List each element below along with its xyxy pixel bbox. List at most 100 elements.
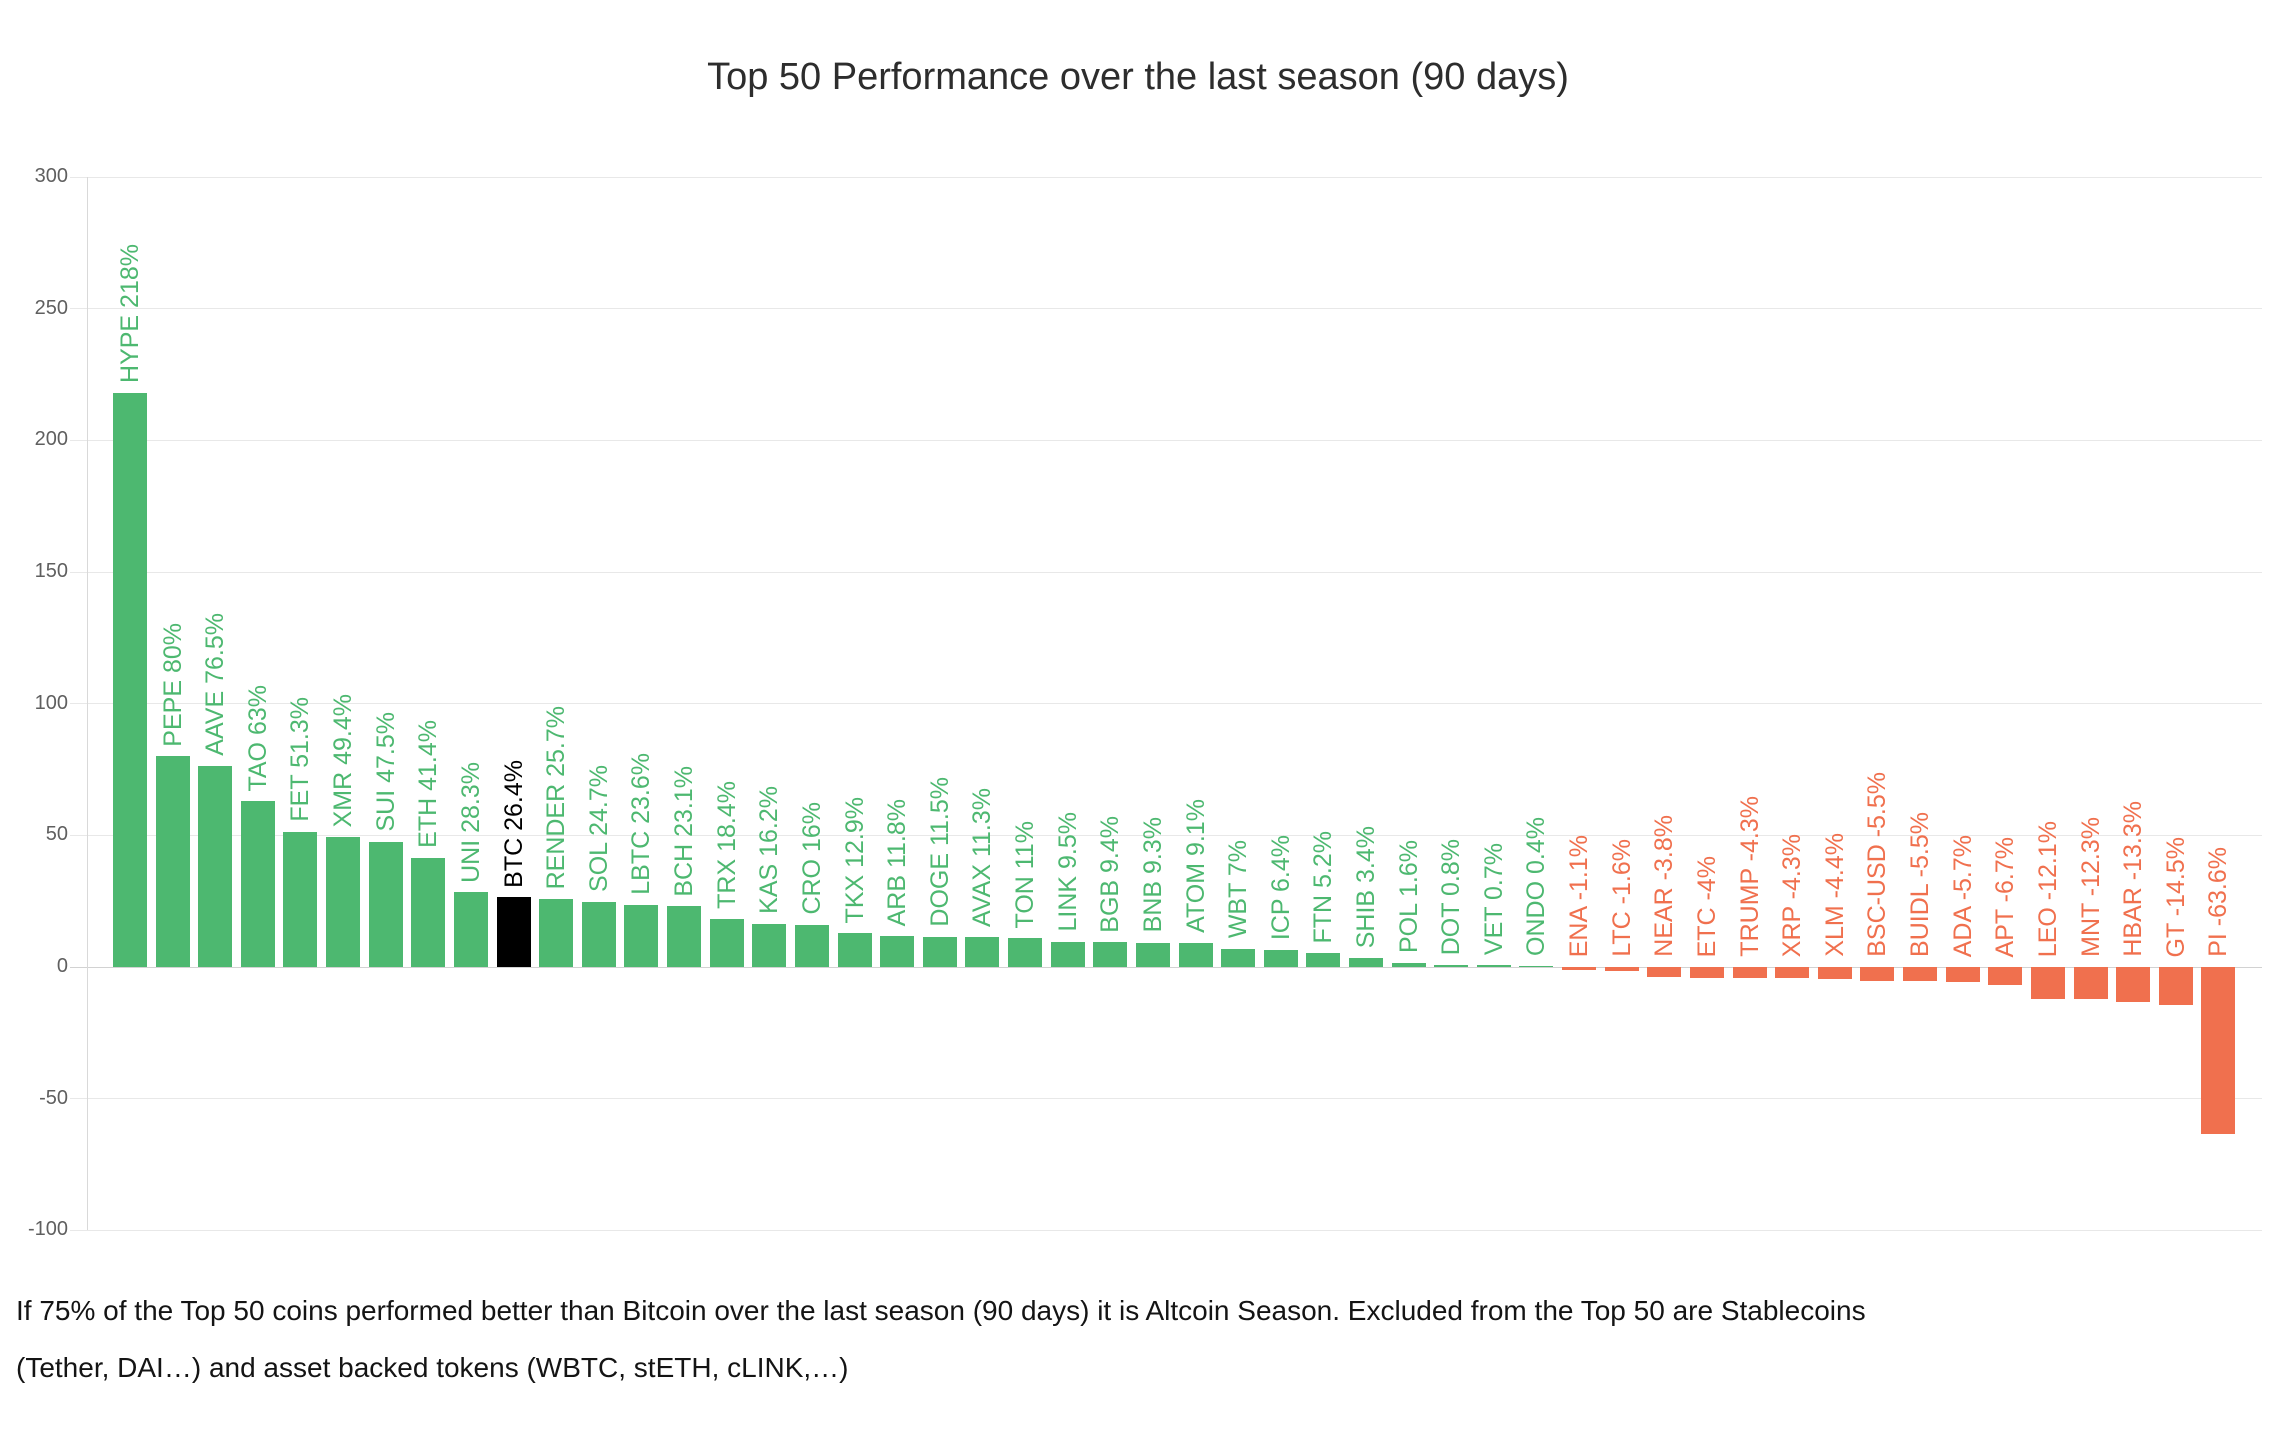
y-axis-tick-label: -50 (39, 1086, 68, 1109)
bar-label-hype: HYPE 218% (116, 243, 144, 383)
bar-eth (411, 857, 446, 967)
bar-pi (2201, 967, 2236, 1135)
bar-label-avax: AVAX 11.3% (968, 788, 997, 928)
gridline (70, 834, 2262, 836)
gridline (70, 703, 2262, 705)
bar-doge (922, 936, 957, 967)
bar-label-ton: TON 11% (1011, 820, 1040, 929)
bar-label-ada: ADA -5.7% (1948, 834, 1977, 957)
bar-near (1647, 967, 1682, 977)
y-axis-tick-label: 250 (34, 296, 68, 319)
bar-xlm (1817, 967, 1852, 979)
bar-label-mnt: MNT -12.3% (2076, 817, 2105, 957)
bar-label-near: NEAR -3.8% (1650, 815, 1679, 957)
bar-label-arb: ARB 11.8% (883, 798, 912, 926)
bar-label-apt: APT -6.7% (1991, 836, 2020, 957)
bar-bsc-usd (1860, 967, 1895, 982)
bar-label-btc: BTC 26.4% (499, 759, 528, 888)
chart-title: Top 50 Performance over the last season … (707, 56, 1569, 98)
bar-label-lbtc: LBTC 23.6% (627, 753, 656, 895)
bar-label-sui: SUI 47.5% (371, 712, 400, 832)
bar-icp (1263, 950, 1298, 967)
bar-trx (709, 918, 744, 967)
bar-label-hbar: HBAR -13.3% (2119, 801, 2148, 957)
bar-label-trx: TRX 18.4% (712, 780, 741, 909)
bar-label-shib: SHIB 3.4% (1351, 825, 1380, 949)
bar-label-doge: DOGE 11.5% (925, 777, 954, 927)
bar-label-pi: PI -63.6% (2204, 847, 2233, 957)
bar-avax (965, 937, 1000, 967)
bar-cro (794, 924, 829, 967)
bar-label-atom: ATOM 9.1% (1181, 799, 1210, 934)
bar-pol (1391, 962, 1426, 967)
bar-label-vet: VET 0.7% (1479, 843, 1508, 956)
bar-xmr (326, 836, 361, 967)
bar-label-dot: DOT 0.8% (1437, 838, 1466, 955)
y-axis-line (87, 177, 88, 1231)
bar-bgb (1093, 942, 1128, 967)
bar-ada (1945, 967, 1980, 982)
bar-uni (453, 892, 488, 967)
bar-buidl (1903, 967, 1938, 982)
bar-link (1050, 941, 1085, 967)
footnote-line-1: If 75% of the Top 50 coins performed bet… (16, 1295, 1866, 1326)
bar-label-ltc: LTC -1.6% (1607, 839, 1636, 957)
bar-label-etc: ETC -4% (1692, 855, 1721, 957)
y-axis-tick-label: 150 (34, 560, 68, 582)
y-axis-tick-label: 100 (34, 691, 68, 714)
bar-label-wbt: WBT 7% (1224, 840, 1253, 939)
bar-sol (581, 901, 616, 967)
bar-ftn (1306, 953, 1341, 967)
bar-ena (1562, 967, 1597, 970)
bar-kas (752, 924, 787, 967)
bar-fet (283, 831, 318, 967)
bar-vet (1476, 965, 1511, 967)
bar-label-aave: AAVE 76.5% (201, 612, 230, 756)
bar-ltc (1604, 967, 1639, 972)
bar-lbtc (624, 904, 659, 967)
bar-shib (1348, 958, 1383, 967)
bar-trump (1732, 967, 1767, 979)
bar-atom (1178, 943, 1213, 967)
y-axis-tick-label: 0 (56, 955, 68, 977)
bar-bnb (1135, 942, 1170, 967)
bar-pepe (155, 756, 190, 967)
bar-btc (496, 897, 531, 967)
gridline (70, 1229, 2262, 1231)
gridline (70, 1098, 2262, 1100)
bar-label-bch: BCH 23.1% (670, 765, 699, 897)
bar-label-fet: FET 51.3% (286, 697, 315, 822)
bar-label-tkx: TKX 12.9% (840, 796, 869, 924)
y-axis-tick-label: 300 (34, 165, 68, 187)
bar-ondo (1519, 965, 1554, 967)
bar-label-kas: KAS 16.2% (755, 786, 784, 915)
bar-hbar (2116, 967, 2151, 1003)
y-axis-tick-label: 50 (45, 823, 68, 846)
bar-dot (1434, 964, 1469, 967)
bar-label-buidl: BUIDL -5.5% (1906, 812, 1935, 957)
bar-label-pepe: PEPE 80% (158, 622, 187, 747)
bar-wbt (1221, 948, 1256, 967)
gridline (70, 176, 2262, 178)
gridline (70, 308, 2262, 310)
bar-sui (368, 841, 403, 967)
gridline (70, 571, 2262, 573)
bar-label-bnb: BNB 9.3% (1138, 817, 1167, 933)
bar-bch (667, 906, 702, 967)
bar-label-uni: UNI 28.3% (456, 761, 485, 883)
bar-label-bsc-usd: BSC-USD -5.5% (1863, 772, 1892, 957)
bar-label-tao: TAO 63% (243, 684, 272, 792)
bar-label-icp: ICP 6.4% (1266, 835, 1295, 941)
bar-arb (880, 935, 915, 967)
bar-label-xrp: XRP -4.3% (1778, 833, 1807, 957)
bar-label-xlm: XLM -4.4% (1820, 833, 1849, 957)
bar-label-ena: ENA -1.1% (1565, 834, 1594, 957)
bar-label-ftn: FTN 5.2% (1309, 830, 1338, 944)
bar-label-ondo: ONDO 0.4% (1522, 817, 1551, 956)
chart-footnote: If 75% of the Top 50 coins performed bet… (16, 1282, 2264, 1396)
bar-etc (1689, 967, 1724, 978)
bar-label-render: RENDER 25.7% (542, 705, 571, 890)
bar-ton (1008, 938, 1043, 967)
